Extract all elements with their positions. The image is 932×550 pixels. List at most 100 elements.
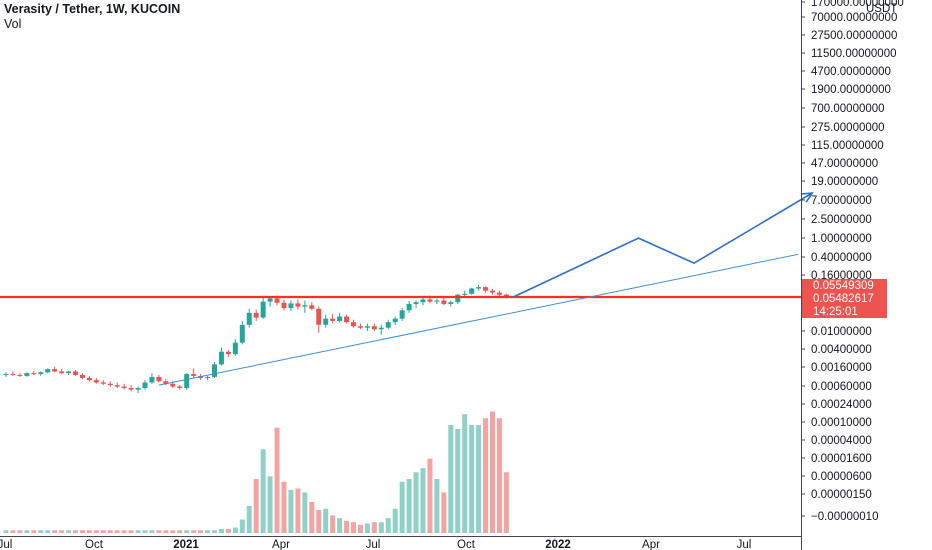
volume-bar — [469, 425, 475, 533]
volume-bar — [253, 479, 259, 533]
price-badge — [802, 279, 887, 292]
price-badge-label: 0.05482617 — [813, 293, 874, 305]
volume-bar — [448, 425, 454, 533]
candle-body — [142, 382, 148, 389]
candle-body — [260, 301, 266, 318]
candle-body — [427, 299, 433, 302]
volume-bar — [267, 476, 273, 533]
candle-body — [385, 322, 391, 328]
candle-body — [59, 371, 65, 374]
volume-bar — [413, 472, 419, 533]
candle-body — [100, 382, 106, 384]
volume-bar — [260, 449, 266, 533]
candle-body — [246, 312, 252, 325]
candle-body — [302, 305, 308, 307]
volume-bar — [52, 530, 58, 533]
volume-bar — [177, 530, 183, 533]
volume-bar — [170, 530, 176, 533]
volume-bar — [17, 530, 23, 533]
candle-body — [45, 369, 51, 373]
candle-body — [163, 381, 169, 384]
volume-bar — [406, 479, 412, 533]
price-tick-label: 0.00010000 — [811, 417, 872, 429]
volume-bar — [79, 530, 85, 533]
chart-title: Verasity / Tether, 1W, KUCOIN — [4, 2, 181, 16]
price-badge — [802, 305, 887, 318]
volume-bar — [232, 527, 238, 533]
candle-body — [392, 318, 398, 323]
price-tick-label: 170000.00000000 — [811, 0, 904, 9]
candle-body — [107, 383, 113, 386]
volume-bar — [59, 530, 65, 533]
candle-body — [371, 326, 377, 330]
candle-body — [406, 304, 412, 311]
time-tick-label: 2021 — [173, 539, 199, 550]
volume-bar — [198, 530, 204, 533]
candle-body — [177, 386, 183, 389]
candle-body — [135, 388, 141, 390]
volume-bar — [378, 522, 384, 533]
candle-body — [323, 318, 329, 325]
volume-bar — [10, 530, 16, 533]
candle-body — [10, 374, 16, 376]
volume-bars — [3, 411, 509, 533]
volume-bar — [337, 518, 343, 533]
candle-body — [184, 374, 190, 389]
candle-body — [156, 376, 162, 382]
volume-bar — [427, 458, 433, 533]
candle-body — [490, 290, 495, 293]
volume-bar — [218, 528, 224, 533]
arrow-head-icon — [801, 192, 814, 203]
candle-body — [309, 305, 315, 309]
candle-body — [351, 322, 356, 327]
price-badge-label: 14:25:01 — [813, 306, 858, 318]
candle-body — [267, 298, 273, 302]
candle-body — [496, 292, 502, 295]
price-tick-label: 0.00000600 — [811, 471, 872, 483]
time-tick-label: Oct — [85, 539, 104, 550]
candle-body — [170, 383, 176, 387]
candle-body — [3, 374, 9, 376]
candle-body — [232, 342, 238, 355]
volume-bar — [434, 479, 440, 533]
volume-bar — [73, 530, 78, 533]
volume-bar — [483, 418, 489, 533]
price-tick-label: 70000.00000000 — [811, 12, 897, 24]
candle-body — [31, 373, 37, 375]
volume-bar — [476, 425, 482, 533]
volume-bar — [156, 530, 162, 533]
candle-body — [86, 377, 92, 381]
volume-bar — [323, 508, 329, 533]
candle-body — [52, 369, 58, 372]
volume-bar — [142, 530, 148, 533]
price-tick-label: 0.01000000 — [811, 326, 872, 338]
price-tick-label: 700.00000000 — [811, 103, 885, 115]
candle-body — [337, 316, 343, 321]
candle-body — [288, 303, 294, 309]
volume-bar — [163, 530, 169, 533]
candle-body — [483, 287, 489, 291]
candle-body — [378, 327, 384, 330]
volume-bar — [357, 524, 363, 533]
volume-bar — [364, 523, 370, 533]
volume-bar — [100, 530, 106, 533]
price-tick-label: 4700.00000000 — [811, 66, 891, 78]
candle-body — [253, 312, 259, 318]
time-tick-label: 2022 — [545, 539, 571, 550]
candle-body — [399, 310, 405, 319]
price-badge — [802, 292, 887, 305]
volume-bar — [496, 418, 502, 533]
candle-body — [316, 308, 322, 325]
candle-body — [218, 351, 224, 365]
candle-body — [149, 376, 155, 383]
candle-body — [434, 300, 440, 302]
volume-bar — [128, 530, 134, 533]
drawings — [0, 192, 814, 386]
price-tick-label: 0.00001600 — [811, 453, 872, 465]
volume-bar — [93, 530, 99, 533]
candle-body — [476, 287, 482, 289]
price-tick-label: 27500.00000000 — [811, 30, 897, 42]
price-tick-label: 47.00000000 — [811, 158, 878, 170]
price-tick-label: 275.00000000 — [811, 122, 885, 134]
